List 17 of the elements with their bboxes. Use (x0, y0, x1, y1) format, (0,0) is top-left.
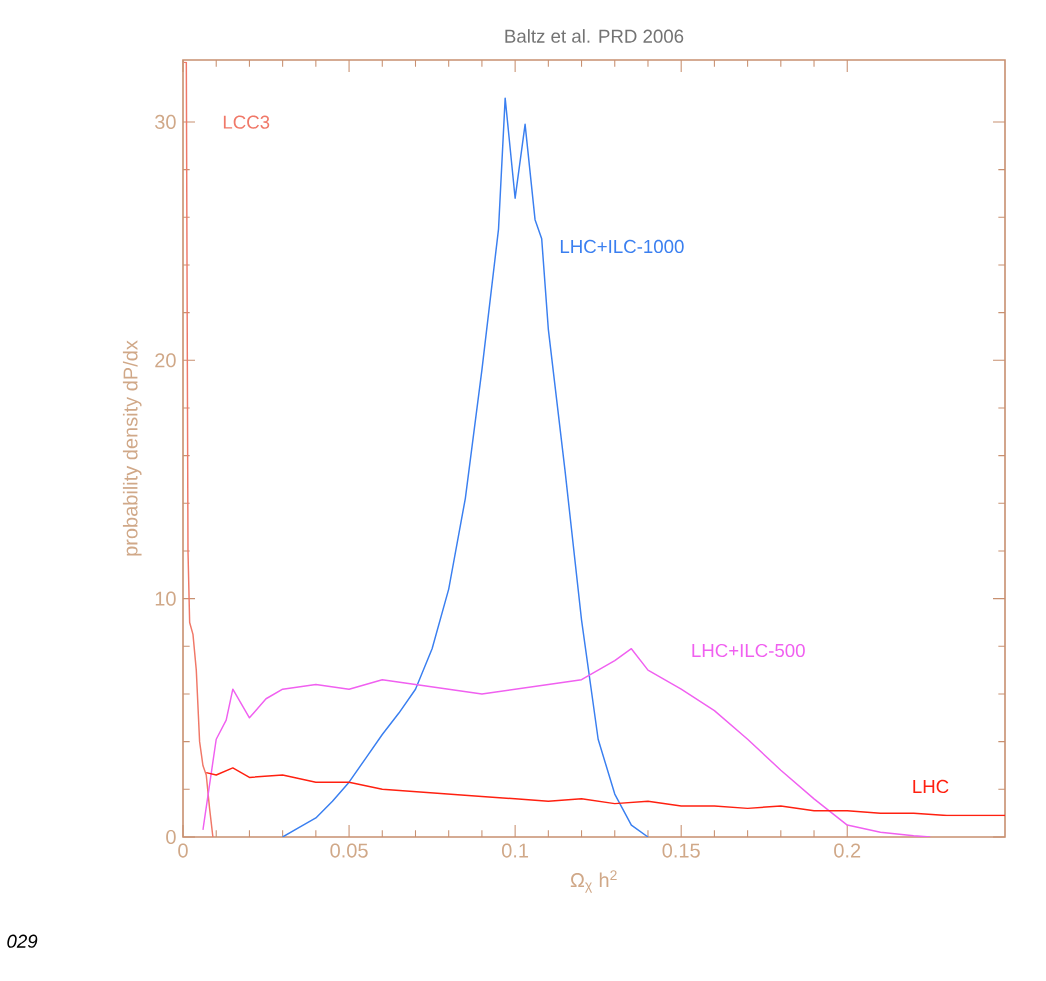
x-tick-label: 0.15 (662, 843, 700, 858)
x-tick-label: 0 (178, 843, 188, 858)
series-label: LHC+ILC-500 (692, 643, 805, 658)
y-tick-label: 20 (155, 353, 176, 368)
series-label: LHC+ILC-1000 (560, 239, 684, 254)
series-label: LCC3 (223, 115, 270, 129)
series-label: LHC (913, 779, 949, 794)
x-axis-title: Ω$_{χ}$ h$^{2}$ (570, 870, 617, 893)
chart-title: Baltz et al. PRD 2006 (505, 29, 684, 43)
x-tick-label: 0.2 (834, 843, 861, 858)
y-axis-title: probability density dP/dx (122, 340, 142, 556)
y-tick-label: 10 (155, 591, 176, 606)
text: 029 (7, 934, 38, 948)
x-tick-label: 0.1 (502, 843, 529, 858)
y-tick-label: 30 (155, 114, 176, 130)
y-tick-label: 0 (166, 829, 176, 845)
x-tick-label: 0.05 (330, 843, 368, 858)
